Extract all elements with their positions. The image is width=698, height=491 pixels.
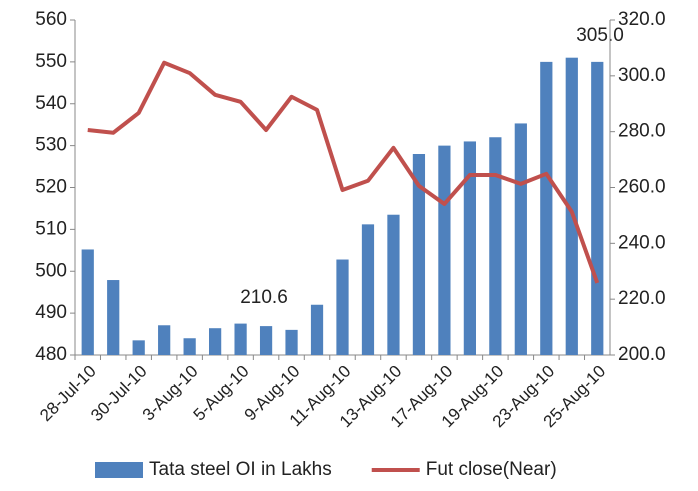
annotation: 210.6 [240,287,288,308]
line [87,60,600,284]
legend-label: Fut close(Near) [426,459,557,480]
bar [514,123,527,356]
legend-label: Tata steel OI in Lakhs [149,459,332,480]
bar [132,340,145,355]
y2-tick-label: 300.0 [618,65,666,86]
bar [285,329,298,355]
y-tick-label: 520 [35,177,67,198]
y-tick-label: 480 [35,344,67,365]
y2-tick-label: 200.0 [618,344,666,365]
y2-tick-label: 220.0 [618,288,666,309]
y2-tick-label: 280.0 [618,121,666,142]
bar [81,249,94,355]
y-tick-label: 540 [35,93,67,114]
y-tick-label: 500 [35,260,67,281]
bar [591,61,604,355]
y-tick-label: 550 [35,51,67,72]
y-tick-label: 490 [35,302,67,323]
bar [209,328,222,355]
bar [540,61,553,355]
bar [234,323,247,355]
x-tick-label: 3-Aug-10 [139,362,202,425]
bar [259,326,273,355]
bar [183,338,196,355]
y2-tick-label: 240.0 [618,232,666,253]
bar [310,304,324,355]
y-tick-label: 530 [35,135,67,156]
bar [336,259,349,355]
bar [107,280,120,355]
bar [387,214,400,355]
bar [412,154,426,355]
x-tick-label: 5-Aug-10 [190,362,253,425]
bar [565,57,578,355]
legend-swatch [95,462,143,478]
y-tick-label: 560 [35,9,67,30]
y2-tick-label: 320.0 [618,9,666,30]
y2-tick-label: 260.0 [618,177,666,198]
bar [438,145,451,355]
bar [489,137,502,355]
bar [463,141,476,355]
annotation: 305.0 [576,25,624,46]
x-tick-label: 30-Jul-10 [87,362,151,426]
y-tick-label: 510 [35,218,67,239]
bar [361,224,375,355]
bar [158,325,171,355]
